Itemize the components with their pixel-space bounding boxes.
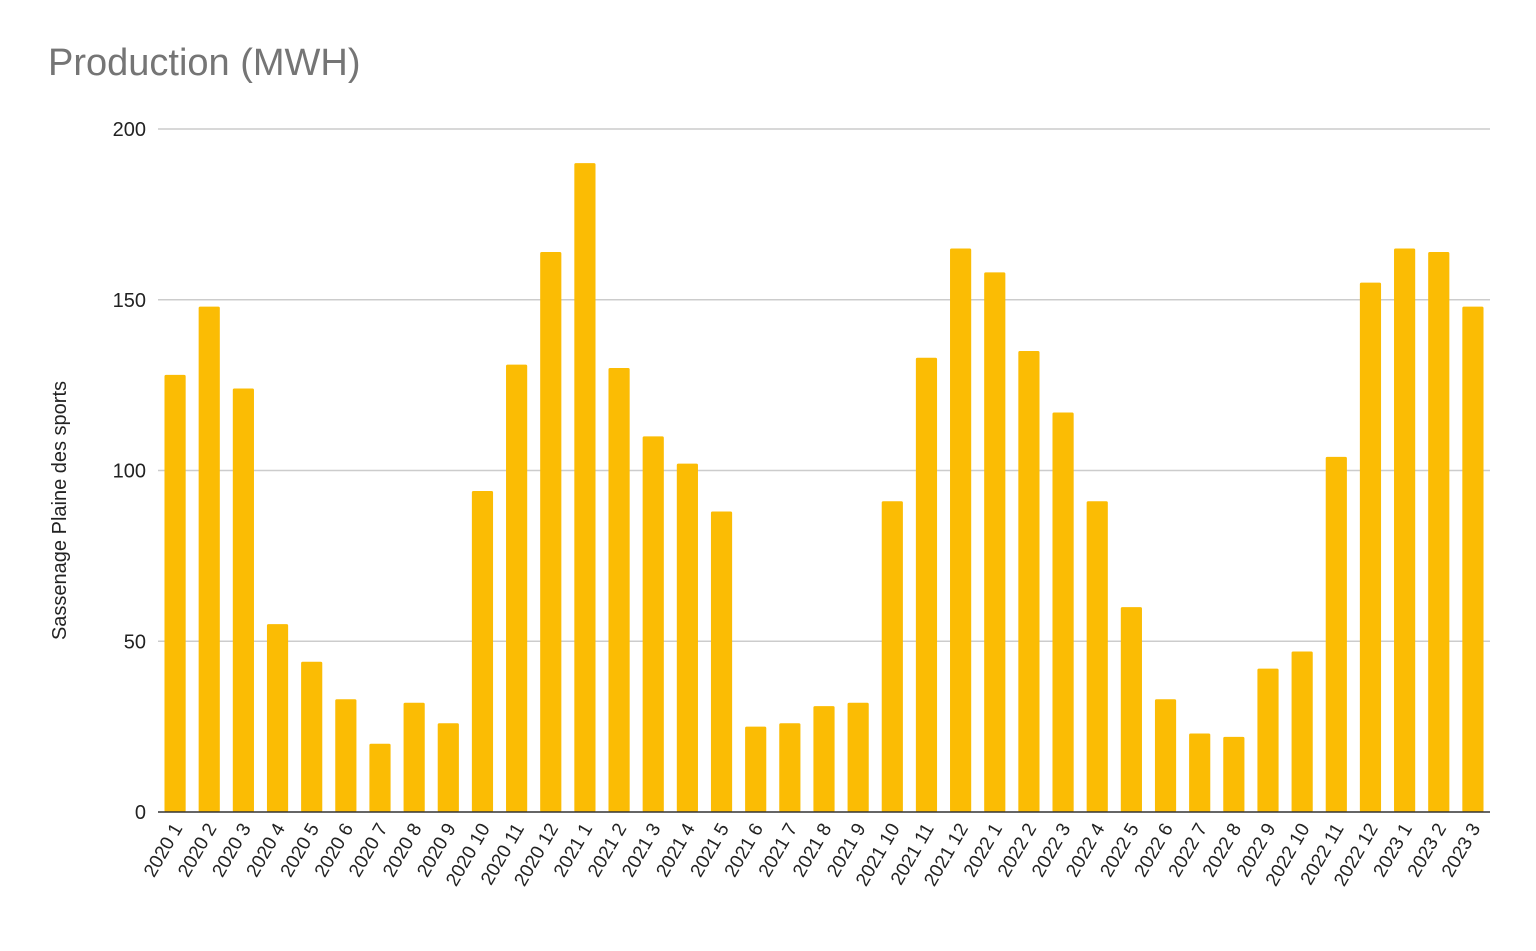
bar	[164, 374, 186, 812]
bar	[1257, 668, 1279, 812]
bar	[1462, 306, 1484, 812]
bar	[1120, 607, 1142, 812]
bar	[1223, 736, 1245, 812]
bar	[1086, 501, 1108, 812]
bar	[779, 723, 801, 812]
y-tick-label: 200	[113, 119, 146, 141]
bar	[950, 248, 972, 812]
bar	[1428, 251, 1450, 812]
bar	[813, 706, 835, 812]
y-tick-label: 150	[113, 290, 146, 312]
y-axis-ticks: 0 50 100 150 200	[113, 119, 146, 824]
bar	[437, 723, 459, 812]
bar	[1189, 733, 1211, 812]
bar	[710, 511, 733, 812]
bar	[403, 702, 425, 812]
chart-title: Production (MWH)	[48, 42, 361, 84]
bar	[915, 357, 938, 812]
bar	[608, 368, 630, 812]
bar	[198, 306, 220, 812]
bar	[1154, 699, 1177, 812]
bar	[676, 463, 698, 812]
bar	[506, 364, 528, 812]
bar	[1018, 350, 1040, 812]
bar	[1291, 651, 1313, 812]
bar	[642, 436, 664, 812]
bar	[1325, 456, 1347, 812]
bar	[369, 743, 391, 812]
bar	[301, 661, 323, 812]
y-tick-label: 50	[124, 631, 146, 653]
bar	[266, 624, 289, 812]
bar	[574, 163, 596, 812]
bar	[1394, 248, 1416, 812]
bar	[881, 501, 903, 812]
bar	[1052, 412, 1074, 812]
bar	[984, 272, 1006, 812]
bars	[164, 163, 1484, 812]
y-tick-label: 0	[135, 802, 146, 824]
y-tick-label: 100	[113, 461, 146, 483]
y-axis-title: Sassenage Plaine des sports	[49, 381, 71, 640]
bar	[745, 726, 767, 812]
bar	[471, 490, 494, 812]
bar	[847, 702, 869, 812]
bar	[232, 388, 254, 812]
bar	[540, 251, 562, 812]
bar	[335, 699, 357, 812]
gridlines	[158, 128, 1490, 642]
bar	[1359, 282, 1382, 812]
